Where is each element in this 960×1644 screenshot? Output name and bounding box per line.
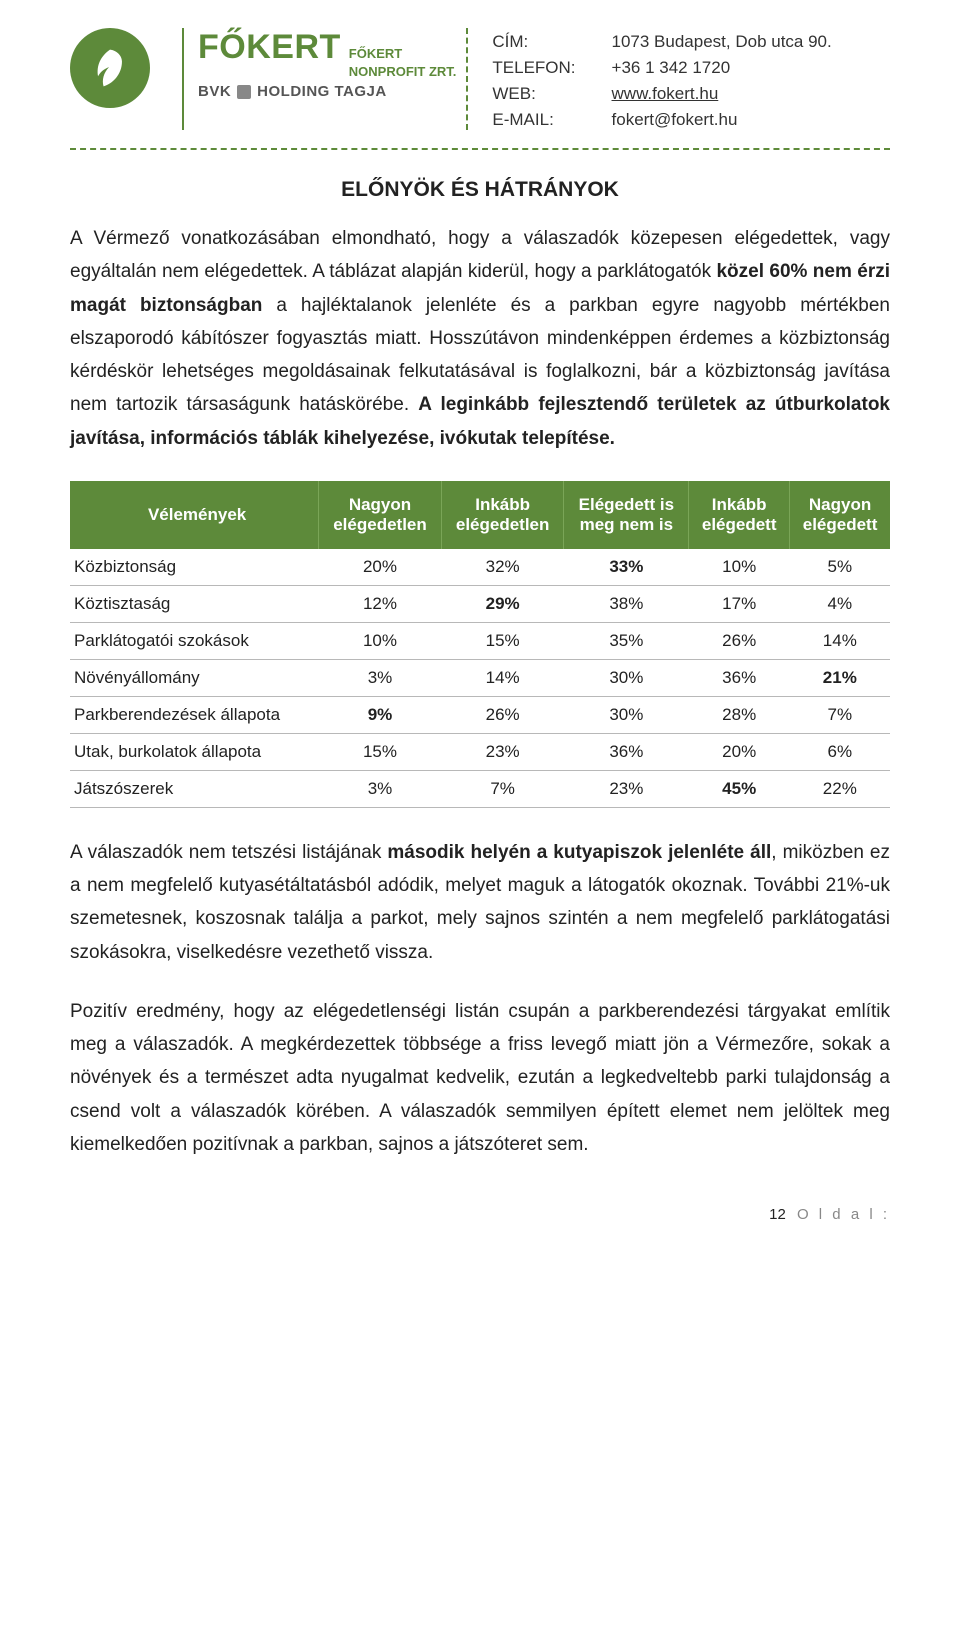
brand-subtitle: FŐKERT NONPROFIT ZRT. <box>349 45 457 81</box>
table-row: Játszószerek3%7%23%45%22% <box>70 770 890 807</box>
table-header: VéleményekNagyonelégedetlenInkábbelégede… <box>70 481 890 549</box>
row-label: Utak, burkolatok állapota <box>70 733 319 770</box>
cell: 28% <box>689 696 790 733</box>
cell: 45% <box>689 770 790 807</box>
cell: 3% <box>319 770 442 807</box>
table-row: Parkberendezések állapota9%26%30%28%7% <box>70 696 890 733</box>
paragraph-1: A Vérmező vonatkozásában elmondható, hog… <box>70 222 890 455</box>
row-label: Parkberendezések állapota <box>70 696 319 733</box>
vertical-divider-dashed <box>466 28 468 130</box>
contact-cim-value: 1073 Budapest, Dob utca 90. <box>612 32 832 52</box>
section-title: ELŐNYÖK ÉS HÁTRÁNYOK <box>70 178 890 202</box>
page-number: 12 <box>769 1206 786 1223</box>
para2-bold1: második helyén a kutyapiszok jelenléte á… <box>387 842 771 863</box>
dashed-horizontal-divider <box>70 148 890 150</box>
col-header: Inkábbelégedett <box>689 481 790 549</box>
cell: 38% <box>564 585 689 622</box>
para2-part1: A válaszadók nem tetszési listájának <box>70 842 387 863</box>
brand-sub-line1: FŐKERT <box>349 46 402 61</box>
cell: 29% <box>441 585 564 622</box>
table-row: Köztisztaság12%29%38%17%4% <box>70 585 890 622</box>
row-label: Közbiztonság <box>70 549 319 586</box>
cell: 17% <box>689 585 790 622</box>
cell: 26% <box>441 696 564 733</box>
cell: 22% <box>790 770 890 807</box>
table-row: Közbiztonság20%32%33%10%5% <box>70 549 890 586</box>
cell: 7% <box>790 696 890 733</box>
cell: 9% <box>319 696 442 733</box>
cell: 10% <box>689 549 790 586</box>
bvk-prefix: BVK <box>198 83 231 100</box>
paragraph-2: A válaszadók nem tetszési listájának más… <box>70 836 890 969</box>
page-header: FŐKERT FŐKERT NONPROFIT ZRT. BVK HOLDING… <box>70 28 890 130</box>
table-body: Közbiztonság20%32%33%10%5%Köztisztaság12… <box>70 549 890 808</box>
contact-web-value: www.fokert.hu <box>612 84 832 104</box>
web-link[interactable]: www.fokert.hu <box>612 84 719 103</box>
cell: 10% <box>319 622 442 659</box>
bvk-suffix: HOLDING TAGJA <box>257 83 387 100</box>
cell: 26% <box>689 622 790 659</box>
cell: 33% <box>564 549 689 586</box>
cell: 3% <box>319 659 442 696</box>
cell: 15% <box>441 622 564 659</box>
cell: 36% <box>564 733 689 770</box>
bvk-holding-row: BVK HOLDING TAGJA <box>198 83 456 100</box>
cell: 15% <box>319 733 442 770</box>
cell: 35% <box>564 622 689 659</box>
cell: 20% <box>319 549 442 586</box>
contact-cim-label: CÍM: <box>492 32 575 52</box>
brand-text-block: FŐKERT FŐKERT NONPROFIT ZRT. BVK HOLDING… <box>198 28 456 100</box>
contact-tel-label: TELEFON: <box>492 58 575 78</box>
leaf-icon <box>70 28 150 108</box>
row-label: Köztisztaság <box>70 585 319 622</box>
cell: 12% <box>319 585 442 622</box>
cell: 5% <box>790 549 890 586</box>
table-row: Utak, burkolatok állapota15%23%36%20%6% <box>70 733 890 770</box>
cell: 6% <box>790 733 890 770</box>
brand-sub-line2: NONPROFIT ZRT. <box>349 64 457 79</box>
cell: 20% <box>689 733 790 770</box>
col-header: Elégedett ismeg nem is <box>564 481 689 549</box>
crest-icon <box>237 85 251 99</box>
cell: 23% <box>441 733 564 770</box>
cell: 30% <box>564 659 689 696</box>
contact-tel-value: +36 1 342 1720 <box>612 58 832 78</box>
brand-name: FŐKERT <box>198 28 341 67</box>
row-label: Játszószerek <box>70 770 319 807</box>
page-label: O l d a l : <box>797 1206 890 1223</box>
col-header-category: Vélemények <box>70 481 319 549</box>
cell: 32% <box>441 549 564 586</box>
contact-block: CÍM: 1073 Budapest, Dob utca 90. TELEFON… <box>492 28 831 130</box>
cell: 36% <box>689 659 790 696</box>
logo-block <box>70 28 174 108</box>
survey-table: VéleményekNagyonelégedetlenInkábbelégede… <box>70 481 890 808</box>
col-header: Inkábbelégedetlen <box>441 481 564 549</box>
col-header: Nagyonelégedett <box>790 481 890 549</box>
cell: 7% <box>441 770 564 807</box>
cell: 30% <box>564 696 689 733</box>
table-row: Parklátogatói szokások10%15%35%26%14% <box>70 622 890 659</box>
cell: 14% <box>790 622 890 659</box>
vertical-divider-solid <box>182 28 184 130</box>
page-footer: 12 O l d a l : <box>769 1206 890 1223</box>
paragraph-3: Pozitív eredmény, hogy az elégedetlenség… <box>70 995 890 1161</box>
cell: 4% <box>790 585 890 622</box>
table-row: Növényállomány3%14%30%36%21% <box>70 659 890 696</box>
row-label: Növényállomány <box>70 659 319 696</box>
cell: 14% <box>441 659 564 696</box>
contact-web-label: WEB: <box>492 84 575 104</box>
cell: 21% <box>790 659 890 696</box>
contact-email-value: fokert@fokert.hu <box>612 110 832 130</box>
contact-email-label: E-MAIL: <box>492 110 575 130</box>
col-header: Nagyonelégedetlen <box>319 481 442 549</box>
cell: 23% <box>564 770 689 807</box>
row-label: Parklátogatói szokások <box>70 622 319 659</box>
